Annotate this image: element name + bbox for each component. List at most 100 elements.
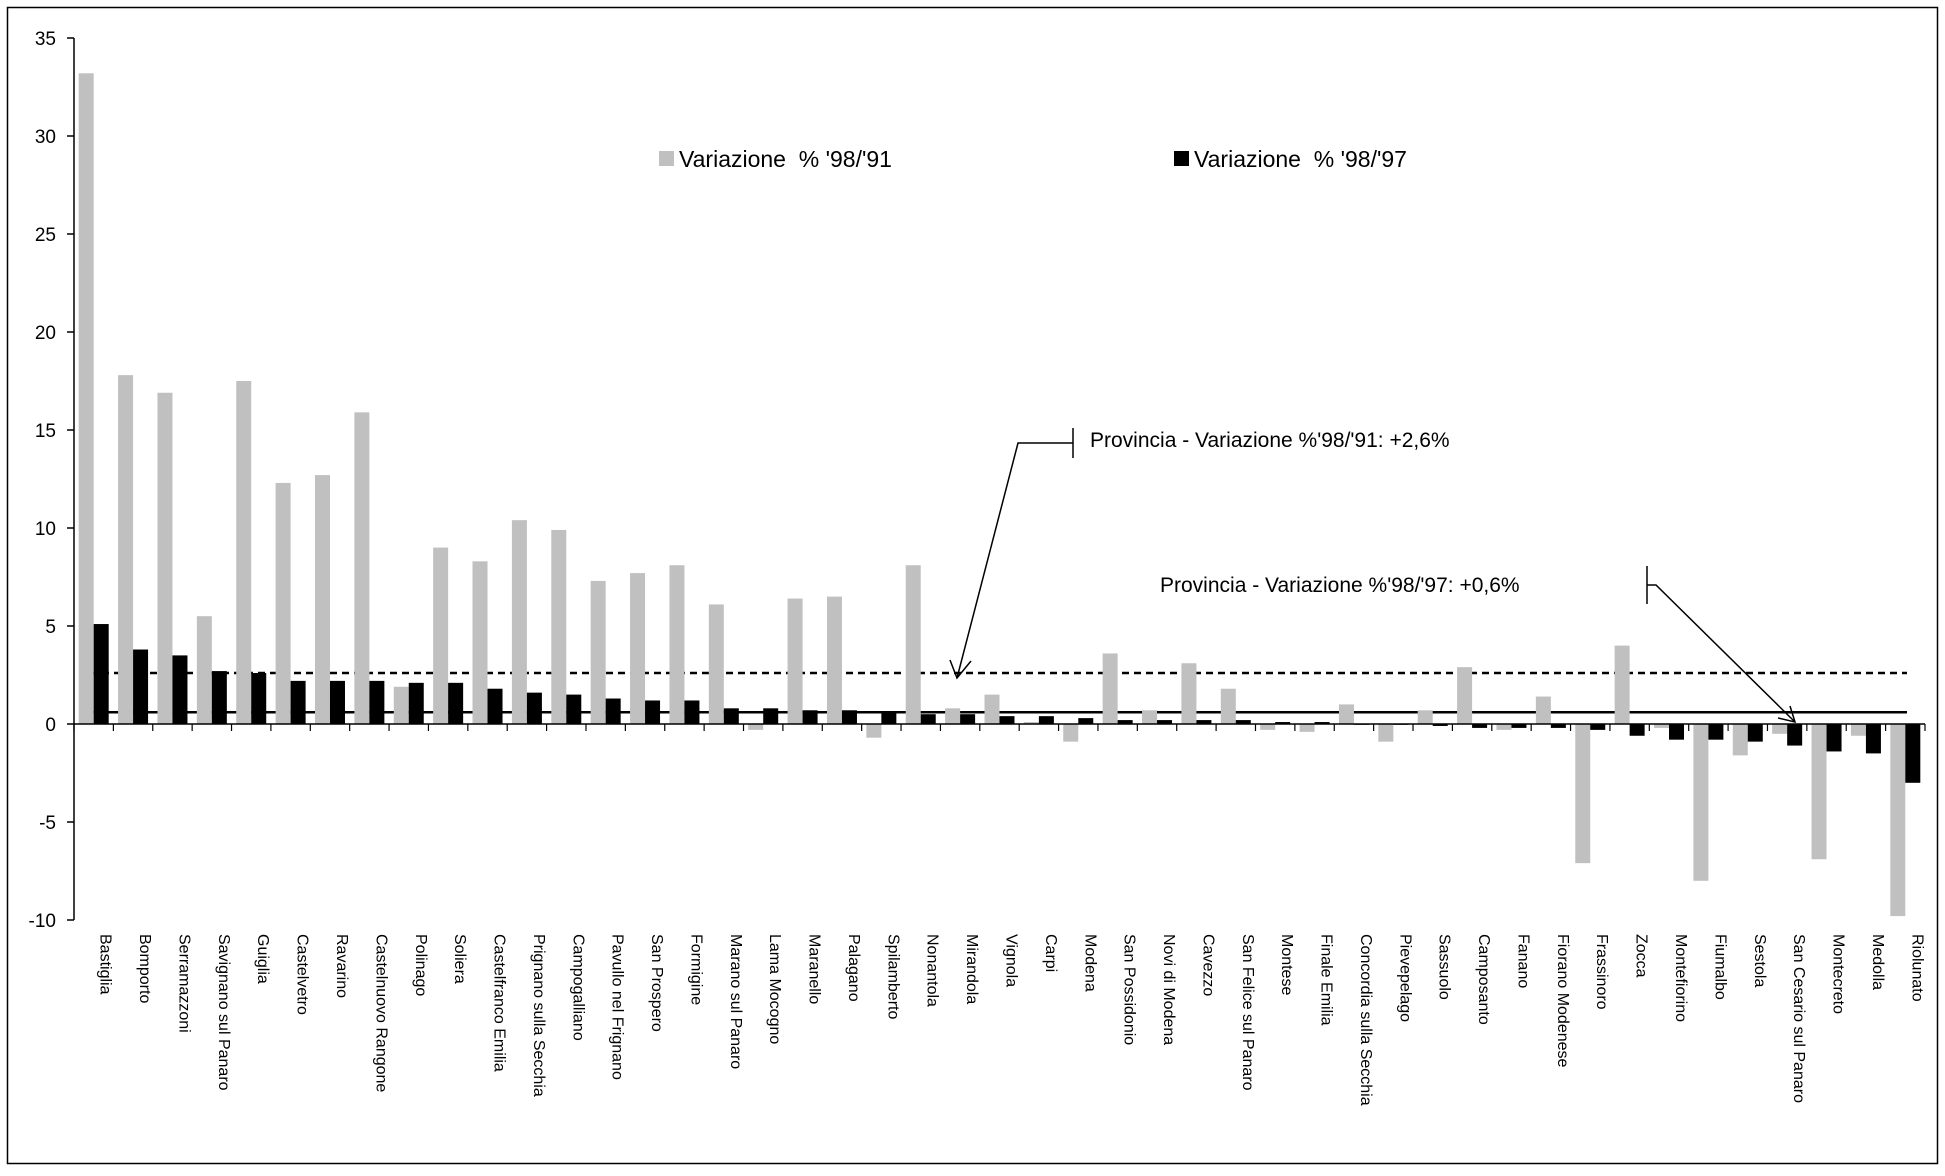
- bar-series-2: [763, 708, 779, 724]
- annotation-label-98-97: Provincia - Variazione %'98/'97: +0,6%: [1160, 574, 1520, 597]
- bar-series-1: [630, 573, 646, 724]
- x-tick-label: Guiglia: [254, 934, 271, 984]
- bar-series-1: [1535, 696, 1551, 724]
- x-tick-label: Pavullo nel Frignano: [609, 934, 626, 1080]
- x-tick-label: Castelvetro: [294, 934, 311, 1015]
- x-tick-label: San Possidonio: [1121, 934, 1138, 1045]
- bar-series-2: [605, 698, 621, 724]
- bar-series-1: [551, 529, 567, 724]
- bar-series-1: [866, 724, 882, 738]
- bar-series-1: [826, 596, 842, 724]
- bar-series-2: [723, 708, 739, 724]
- bar-series-1: [1811, 724, 1827, 860]
- bar-series-2: [1078, 718, 1094, 724]
- x-tick-label: Finale Emilia: [1318, 934, 1335, 1026]
- x-tick-label: Nonantola: [924, 934, 941, 1007]
- bar-series-1: [433, 547, 449, 724]
- x-tick-label: Ravarino: [333, 934, 350, 998]
- x-tick-label: Carpi: [1042, 934, 1059, 972]
- y-tick-label: -10: [29, 911, 56, 932]
- x-tick-label: Soliera: [451, 934, 468, 984]
- bar-series-2: [1865, 724, 1881, 754]
- x-tick-label: Castelnuovo Rangone: [372, 934, 389, 1092]
- y-tick-label: 30: [35, 127, 56, 148]
- x-tick-label: Novi di Modena: [1160, 934, 1177, 1045]
- bar-series-1: [236, 381, 252, 724]
- bar-series-2: [1472, 724, 1488, 728]
- bar-series-2: [1708, 724, 1724, 740]
- legend-swatch-series-2: [1174, 151, 1189, 166]
- bar-series-1: [708, 604, 724, 724]
- bar-series-1: [984, 694, 1000, 724]
- bar-series-1: [78, 73, 94, 724]
- x-tick-label: Frassinoro: [1593, 934, 1610, 1010]
- x-tick-label: Sestola: [1751, 934, 1768, 987]
- x-tick-label: Mirandola: [963, 934, 980, 1004]
- bar-series-2: [290, 680, 306, 724]
- bar-series-2: [1432, 724, 1448, 726]
- bar-series-1: [1142, 710, 1158, 724]
- bar-series-2: [645, 700, 661, 724]
- bar-series-1: [354, 412, 370, 724]
- y-tick-label: 25: [35, 225, 56, 246]
- bar-series-1: [1693, 724, 1709, 881]
- bar-series-2: [93, 624, 109, 724]
- x-tick-label: Campogalliano: [569, 934, 586, 1041]
- bar-series-2: [1826, 724, 1842, 752]
- legend: Variazione % '98/'91 Variazione % '98/'9…: [659, 146, 1407, 172]
- x-tick-label: San Felice sul Panaro: [1239, 934, 1256, 1091]
- bar-series-2: [172, 655, 188, 724]
- bar-series-2: [566, 694, 582, 724]
- bar-series-1: [669, 565, 685, 724]
- axes: -10 -5 0 5 10 15 20 25 30 35 Bastiglia Bomporto Serr…: [29, 29, 1926, 1106]
- bar-series-2: [920, 714, 936, 724]
- legend-label-series-1: Variazione % '98/'91: [679, 146, 892, 172]
- bar-series-1: [118, 375, 134, 724]
- x-tick-label: Concordia sulla Secchia: [1357, 934, 1374, 1106]
- legend-label-series-2: Variazione % '98/'97: [1194, 146, 1407, 172]
- bar-series-2: [1314, 722, 1330, 724]
- bar-series-1: [157, 392, 173, 724]
- x-tick-label: Serramazzoni: [175, 934, 192, 1033]
- x-tick-label: Riolunato: [1908, 934, 1925, 1002]
- bar-series-2: [448, 682, 464, 724]
- bar-series-2: [1747, 724, 1763, 742]
- bar-series-2: [881, 712, 897, 724]
- x-tick-label: Cavezzo: [1199, 934, 1216, 996]
- bar-series-2: [1905, 724, 1921, 783]
- bar-series-1: [1614, 645, 1630, 724]
- x-tick-label: Vignola: [1003, 934, 1020, 987]
- bar-series-1: [590, 580, 606, 724]
- y-tick-label: 20: [35, 323, 56, 344]
- x-tick-label: Pievepelago: [1396, 934, 1413, 1022]
- x-tick-label: Montese: [1278, 934, 1295, 995]
- bar-series-2: [960, 714, 976, 724]
- bar-series-2: [1590, 724, 1606, 730]
- bar-series-1: [393, 686, 409, 724]
- bar-series-2: [251, 673, 267, 724]
- x-tick-label: Zocca: [1633, 934, 1650, 978]
- x-tick-label: Fiumalbo: [1711, 934, 1728, 1000]
- x-tick-label: Montecreto: [1830, 934, 1847, 1014]
- bar-series-1: [196, 616, 212, 724]
- bar-series-1: [275, 482, 291, 724]
- x-tick-label: Formigine: [687, 934, 704, 1005]
- bar-series-1: [1378, 724, 1394, 742]
- x-tick-label: Montefiorino: [1672, 934, 1689, 1022]
- y-tick-label: 10: [35, 519, 56, 540]
- x-tick-label: Fiorano Modenese: [1554, 934, 1571, 1068]
- bar-series-1: [1890, 724, 1906, 917]
- x-tick-label: Palagano: [845, 934, 862, 1002]
- bar-series-2: [1629, 724, 1645, 736]
- annotations: Provincia - Variazione %'98/'91: +2,6% P…: [949, 428, 1797, 724]
- x-tick-label: Fanano: [1514, 934, 1531, 988]
- bar-series-2: [1157, 720, 1173, 724]
- bar-series-1: [1220, 688, 1236, 724]
- x-tick-label: Maranello: [806, 934, 823, 1004]
- y-tick-label: 5: [45, 617, 56, 638]
- bar-series-2: [1196, 720, 1212, 724]
- bar-series-2: [1275, 722, 1291, 724]
- bar-series-1: [1575, 724, 1591, 864]
